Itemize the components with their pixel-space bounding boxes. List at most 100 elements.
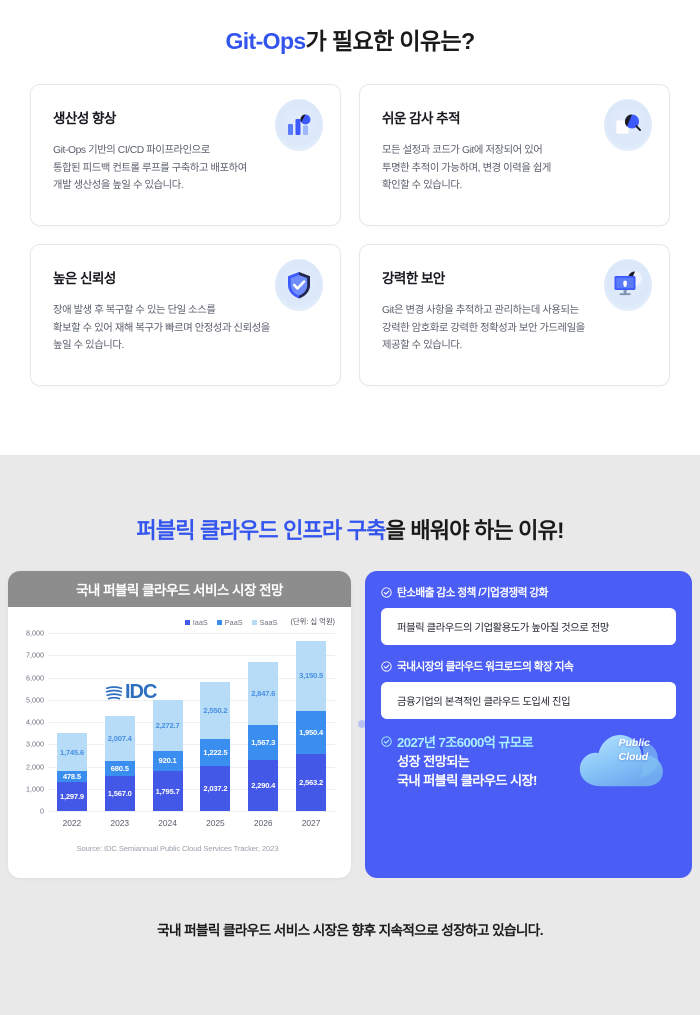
- panels-row: 국내 퍼블릭 클라우드 서비스 시장 전망 IaaS PaaS: [0, 571, 700, 881]
- chart-value-label: 1,297.9: [59, 792, 84, 802]
- card-description: 모든 설정과 코드가 Git에 저장되어 있어 투명한 추적이 가능하며, 변경…: [382, 145, 552, 192]
- chart-unit-label: (단위: 십 억원): [290, 617, 335, 626]
- chart-value-label: 2,847.6: [251, 689, 276, 699]
- driver-heading-1-text: 탄소배출 감소 정책 /기업경쟁력 강화: [397, 587, 548, 599]
- chart-body: IaaS PaaS SaaS (단위: 십 억원) 0 1,0: [8, 607, 351, 878]
- benefit-card-security[interactable]: 강력한 보안 Git은 변경 사항을 추적하고 관리하는데 사용되는 강력한 암…: [359, 244, 670, 386]
- chart-y-axis: 0 1,000 2,000 3,000 4,000 5,000 6,000 7,000 8,00…: [14, 629, 46, 816]
- card-title: 생산성 향상: [53, 111, 116, 126]
- chart-segment-saas: 2,007.4: [104, 716, 135, 761]
- chart-y-tick: 5,000: [26, 695, 44, 705]
- chart-y-tick: 7,000: [26, 650, 44, 660]
- chart-bar: 1,745.6 478.5 1,297.9: [56, 633, 87, 811]
- chart-x-tick: 2025: [206, 818, 225, 828]
- chart-plot-area: 0 1,000 2,000 3,000 4,000 5,000 6,000 7,000 8,00…: [26, 629, 335, 816]
- chart-segment-paas: 478.5: [56, 771, 87, 783]
- chart-bar: 2,847.6 1,567.3 2,290.4: [248, 633, 279, 811]
- market-forecast-chart-card: 국내 퍼블릭 클라우드 서비스 시장 전망 IaaS PaaS: [8, 571, 351, 878]
- chart-segment-paas: 920.1: [152, 750, 183, 772]
- chart-value-label: 2,272.7: [155, 720, 180, 730]
- monitor-lock-icon: [604, 259, 652, 311]
- chart-x-tick: 2022: [62, 818, 82, 828]
- public-cloud-icon: [579, 735, 663, 787]
- section1-title: Git-Ops가 필요한 이유는?: [0, 22, 700, 56]
- chart-gridline: [48, 744, 335, 746]
- market-outlook-text: 2027년 7조6000억 규모로 성장 전망되는 국내 퍼블릭 클라우드 시장!: [381, 733, 676, 790]
- chart-segment-iaas: 2,290.4: [248, 760, 279, 811]
- chart-value-label: 680.5: [110, 764, 129, 774]
- cloud-label: Public Cloud: [618, 737, 650, 763]
- market-outlook-block: 2027년 7조6000억 규모로 성장 전망되는 국내 퍼블릭 클라우드 시장!: [381, 733, 676, 790]
- shield-check-icon: [275, 259, 323, 311]
- chart-x-tick: 2027: [301, 818, 321, 828]
- legend-swatch-paas: [216, 619, 222, 625]
- panel-connector: [351, 713, 373, 735]
- chart-gridline: [48, 722, 335, 723]
- idc-logo-text: IDC: [125, 681, 157, 703]
- chart-gridline: [48, 699, 335, 701]
- chart-value-label: 1,745.6: [59, 747, 84, 757]
- chart-gridline: [48, 633, 335, 634]
- chart-value-label: 1,567.0: [107, 789, 132, 799]
- chart-y-tick: 1,000: [26, 784, 44, 794]
- card-description: Git은 변경 사항을 추적하고 관리하는데 사용되는 강력한 암호화로 강력한…: [382, 305, 585, 352]
- chart-gridline: [48, 811, 335, 812]
- chart-segment-saas: 1,745.6: [56, 732, 87, 772]
- chart-segment-iaas: 1,297.9: [56, 782, 87, 811]
- chart-segment-saas: 2,550.2: [200, 681, 231, 739]
- section2-caption: 국내 퍼블릭 클라우드 서비스 시장은 향후 지속적으로 성장하고 있습니다.: [157, 923, 543, 938]
- gitops-section: Git-Ops가 필요한 이유는? 생산성 향상 Git-Ops 기반의 CI/…: [0, 0, 700, 414]
- document-search-icon: [604, 99, 652, 151]
- chart-gridline: [48, 788, 335, 790]
- chart-gridline: [48, 766, 335, 768]
- benefit-card-reliability[interactable]: 높은 신뢰성 장애 발생 후 복구할 수 있는 단일 소스를 확보할 수 있어 …: [30, 244, 341, 386]
- chart-value-label: 2,563.2: [299, 777, 324, 787]
- bar-chart-icon: [275, 99, 323, 151]
- chart-y-tick: 8,000: [26, 628, 44, 638]
- section2-title-highlight: 퍼블릭 클라우드 인프라 구축: [136, 518, 386, 543]
- chart-value-label: 2,290.4: [251, 781, 276, 791]
- benefit-card-audit[interactable]: 쉬운 감사 추적 모든 설정과 코드가 Git에 저장되어 있어 투명한 추적이…: [359, 84, 670, 226]
- chart-bar: 3,150.5 1,950.4 2,563.2: [296, 633, 327, 811]
- public-cloud-section: 퍼블릭 클라우드 인프라 구축을 배워야 하는 이유! 국내 퍼블릭 클라우드 …: [0, 455, 700, 1015]
- chart-value-label: 1,950.4: [299, 727, 324, 737]
- chart-segment-iaas: 1,795.7: [152, 771, 183, 811]
- driver-heading-1: 탄소배출 감소 정책 /기업경쟁력 강화: [381, 585, 676, 600]
- legend-swatch-iaas: [184, 619, 190, 625]
- chart-bar: 2,007.4 680.5 1,567.0: [104, 633, 135, 811]
- chart-segment-paas: 1,222.5: [200, 738, 231, 766]
- legend-swatch-saas: [251, 619, 257, 625]
- card-title: 쉬운 감사 추적: [382, 111, 461, 126]
- check-circle-icon: [381, 736, 392, 747]
- chart-segment-saas: 3,150.5: [296, 640, 327, 711]
- chart-x-tick: 2023: [110, 818, 130, 828]
- chart-gridline: [48, 655, 335, 657]
- idc-logo: IDC: [104, 681, 157, 704]
- chart-y-tick: 3,000: [26, 739, 44, 749]
- legend-item-saas: SaaS: [251, 618, 277, 627]
- check-circle-icon: [381, 587, 392, 598]
- chart-value-label: 2,037.2: [203, 783, 228, 793]
- chart-y-tick: 4,000: [26, 717, 44, 727]
- driver-box-1: 퍼블릭 클라우드의 기업활용도가 높아질 것으로 전망: [381, 608, 676, 645]
- chart-segment-saas: 2,272.7: [152, 700, 183, 751]
- chart-segment-paas: 1,950.4: [296, 710, 327, 754]
- card-title: 높은 신뢰성: [53, 271, 116, 286]
- chart-y-tick: 2,000: [26, 762, 44, 771]
- chart-value-label: 3,150.5: [299, 671, 324, 681]
- chart-segment-saas: 2,847.6: [248, 661, 279, 726]
- driver-heading-2-text: 국내시장의 클라우드 워크로드의 확장 지속: [397, 661, 574, 673]
- section2-title-rest: 을 배워야 하는 이유!: [385, 518, 565, 543]
- chart-value-label: 2,550.2: [203, 705, 228, 715]
- market-outlook-highlight: 2027년 7조6000억 규모로: [397, 735, 534, 750]
- chart-bar: 2,272.7 920.1 1,795.7: [152, 633, 183, 811]
- chart-x-tick: 2024: [158, 818, 177, 828]
- chart-card-header: 국내 퍼블릭 클라우드 서비스 시장 전망: [8, 571, 351, 607]
- chart-y-tick: 6,000: [26, 673, 44, 682]
- benefit-card-productivity[interactable]: 생산성 향상 Git-Ops 기반의 CI/CD 파이프라인으로 통합된 피드백…: [30, 84, 341, 226]
- market-outlook-lines: 2027년 7조6000억 규모로 성장 전망되는 국내 퍼블릭 클라우드 시장!: [397, 733, 537, 790]
- card-description: Git-Ops 기반의 CI/CD 파이프라인으로 통합된 피드백 컨트롤 루프…: [53, 145, 247, 192]
- chart-value-label: 1,222.5: [203, 747, 228, 757]
- chart-y-tick: 0: [40, 806, 44, 816]
- chart-gridline: [48, 677, 335, 679]
